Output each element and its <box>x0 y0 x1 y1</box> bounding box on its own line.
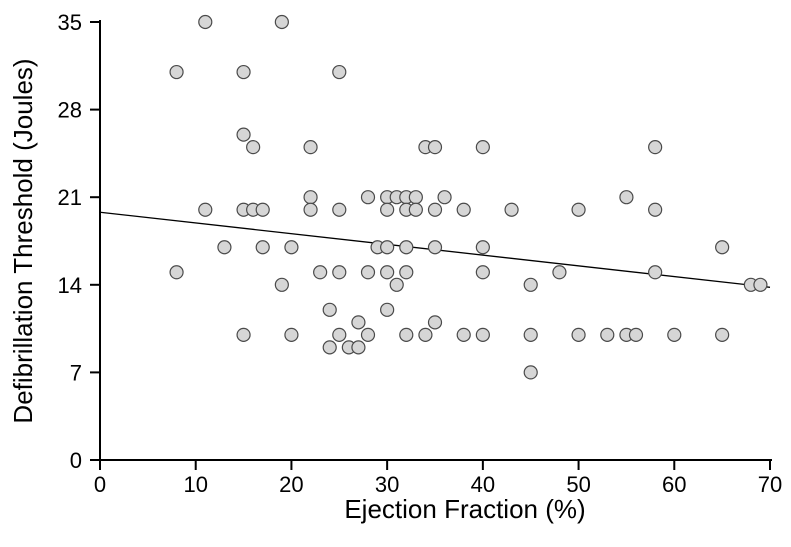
x-tick-label: 10 <box>183 472 207 497</box>
data-point <box>572 203 585 216</box>
data-point <box>400 241 413 254</box>
data-point <box>476 141 489 154</box>
y-tick-label: 7 <box>70 360 82 385</box>
y-axis-title: Defibrillation Threshold (Joules) <box>8 58 38 423</box>
data-point <box>438 191 451 204</box>
data-point <box>476 266 489 279</box>
y-tick-label: 0 <box>70 448 82 473</box>
y-tick-label: 21 <box>58 185 82 210</box>
data-point <box>304 141 317 154</box>
data-point <box>553 266 566 279</box>
data-point <box>429 241 442 254</box>
chart-svg: 0102030405060700714212835Ejection Fracti… <box>0 0 791 547</box>
data-point <box>457 203 470 216</box>
data-point <box>323 303 336 316</box>
data-point <box>275 16 288 29</box>
data-point <box>429 316 442 329</box>
y-tick-label: 14 <box>58 273 82 298</box>
data-point <box>505 203 518 216</box>
data-point <box>620 191 633 204</box>
data-point <box>429 141 442 154</box>
data-point <box>199 203 212 216</box>
scatter-chart: 0102030405060700714212835Ejection Fracti… <box>0 0 791 547</box>
data-point <box>400 328 413 341</box>
data-point <box>285 241 298 254</box>
x-tick-label: 60 <box>662 472 686 497</box>
data-point <box>419 328 432 341</box>
data-point <box>429 203 442 216</box>
data-point <box>524 278 537 291</box>
data-point <box>362 191 375 204</box>
data-point <box>323 341 336 354</box>
data-point <box>409 203 422 216</box>
data-point <box>381 203 394 216</box>
data-point <box>381 241 394 254</box>
data-point <box>362 328 375 341</box>
x-tick-label: 70 <box>758 472 782 497</box>
data-point <box>409 191 422 204</box>
data-point <box>524 328 537 341</box>
data-point <box>381 266 394 279</box>
data-point <box>476 241 489 254</box>
data-point <box>400 266 413 279</box>
data-point <box>630 328 643 341</box>
data-point <box>256 203 269 216</box>
data-point <box>716 328 729 341</box>
data-point <box>476 328 489 341</box>
data-point <box>256 241 269 254</box>
y-tick-label: 35 <box>58 10 82 35</box>
data-point <box>716 241 729 254</box>
data-point <box>352 316 365 329</box>
data-point <box>275 278 288 291</box>
data-point <box>304 191 317 204</box>
data-point <box>237 128 250 141</box>
data-point <box>390 278 403 291</box>
data-point <box>381 303 394 316</box>
data-point <box>333 66 346 79</box>
data-point <box>572 328 585 341</box>
data-point <box>314 266 327 279</box>
x-tick-label: 0 <box>94 472 106 497</box>
data-point <box>649 266 662 279</box>
data-point <box>170 66 183 79</box>
data-point <box>649 203 662 216</box>
data-point <box>457 328 470 341</box>
y-tick-label: 28 <box>58 98 82 123</box>
data-point <box>333 266 346 279</box>
data-point <box>218 241 231 254</box>
data-point <box>237 328 250 341</box>
data-point <box>362 266 375 279</box>
data-point <box>247 141 260 154</box>
data-point <box>352 341 365 354</box>
data-point <box>668 328 681 341</box>
data-point <box>754 278 767 291</box>
data-point <box>601 328 614 341</box>
data-point <box>524 366 537 379</box>
data-point <box>649 141 662 154</box>
x-axis-title: Ejection Fraction (%) <box>344 494 585 524</box>
data-point <box>237 66 250 79</box>
data-point <box>170 266 183 279</box>
data-point <box>285 328 298 341</box>
x-tick-label: 20 <box>279 472 303 497</box>
data-point <box>333 328 346 341</box>
data-point <box>333 203 346 216</box>
data-point <box>304 203 317 216</box>
data-point <box>199 16 212 29</box>
